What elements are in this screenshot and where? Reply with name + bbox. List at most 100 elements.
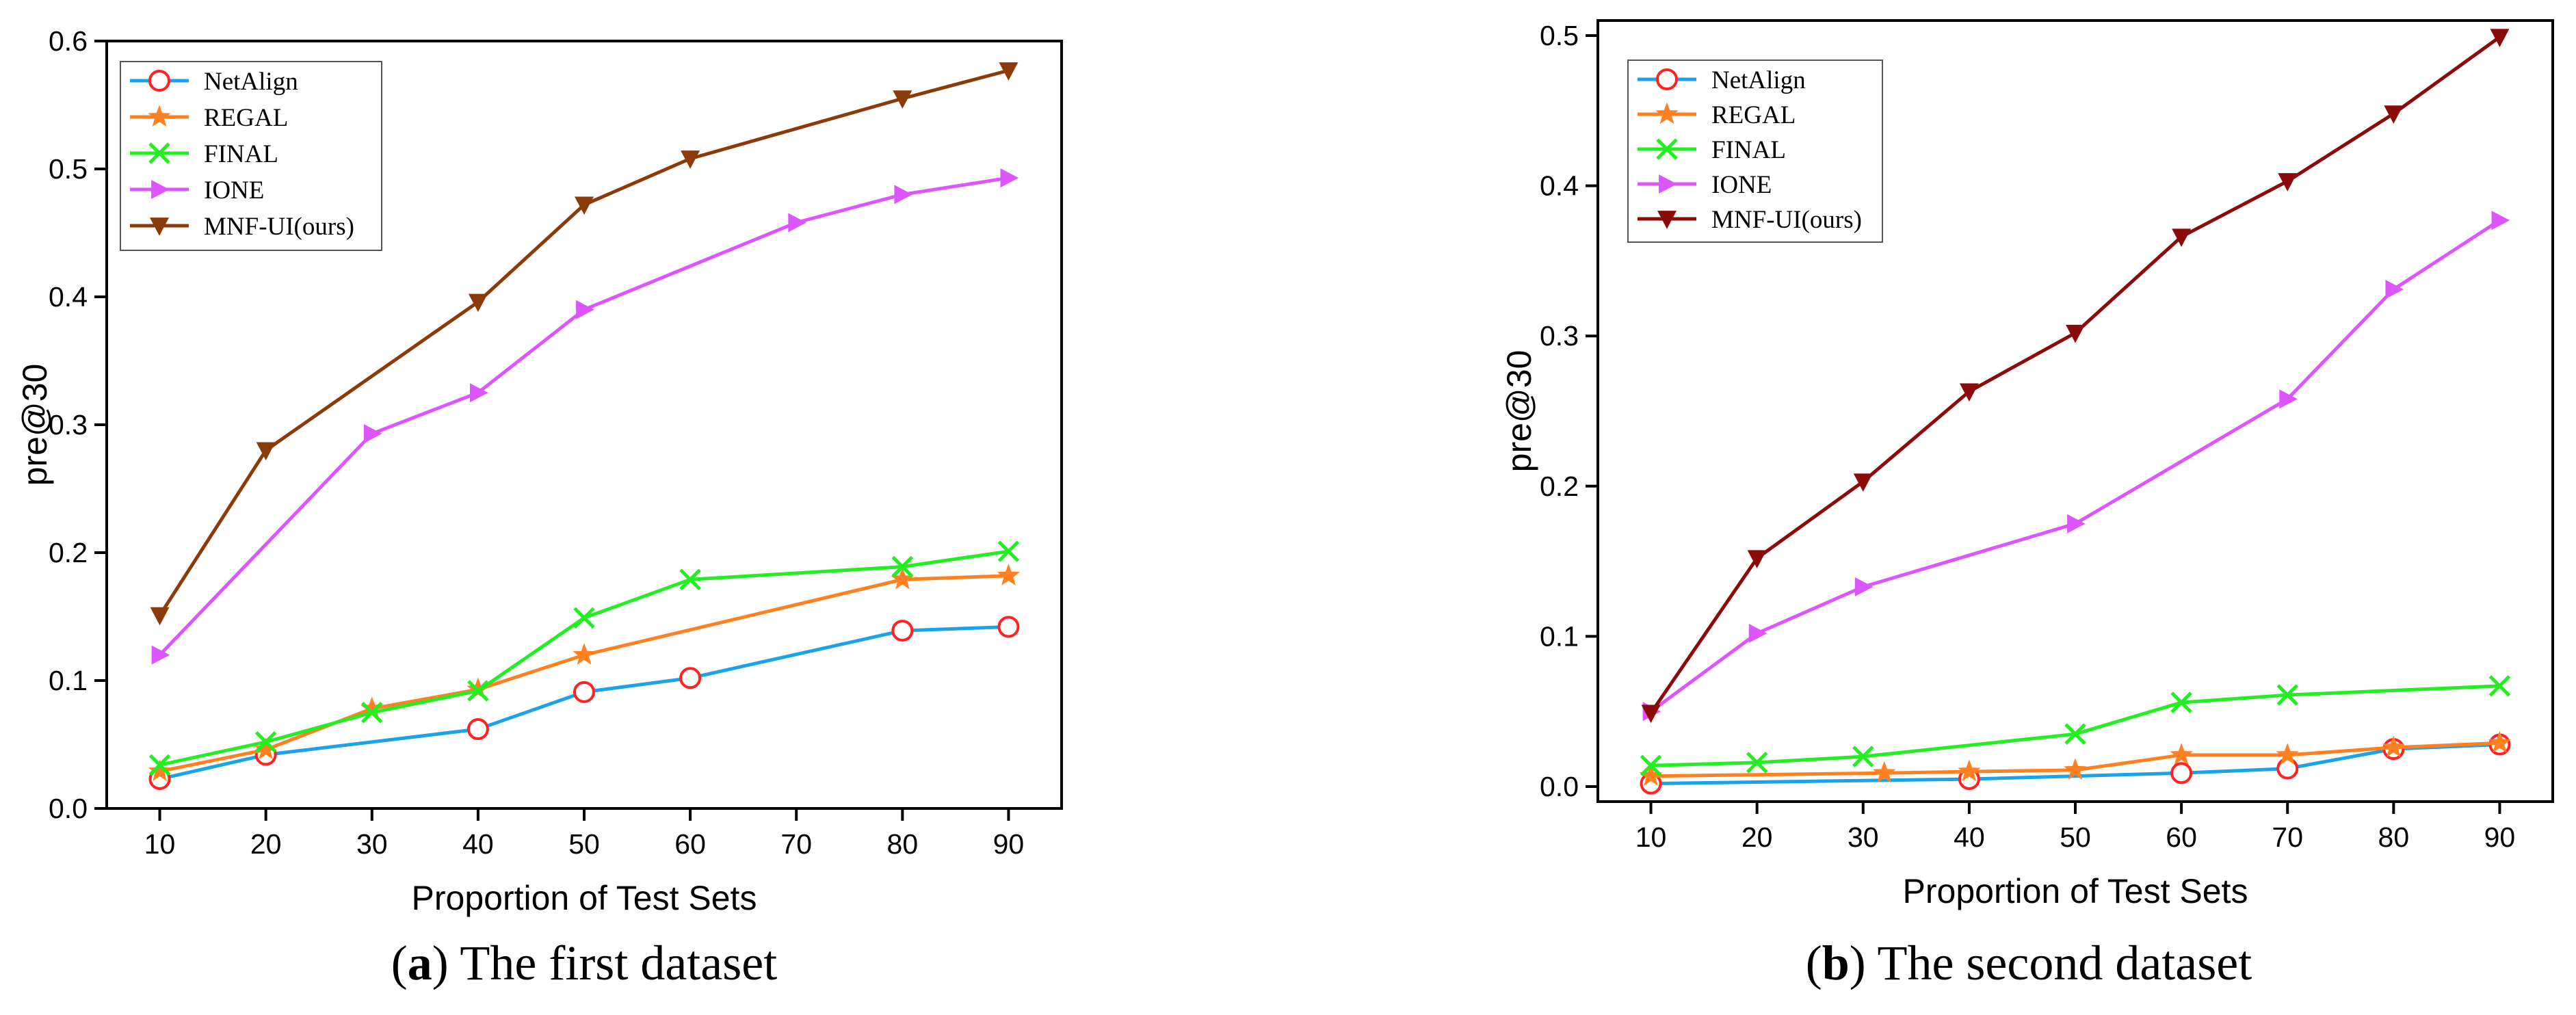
point-final-a-2 <box>361 701 383 724</box>
point-ione-a-1 <box>363 424 382 444</box>
point-netalign-a-4 <box>679 667 702 689</box>
legend-marker-regal-b <box>1655 102 1679 124</box>
point-regal-a-1 <box>254 737 278 760</box>
legend-label-ione-b: IONE <box>1711 171 1772 199</box>
x-tick-label-b-60: 60 <box>2166 821 2197 853</box>
x-axis-title-a: Proportion of Test Sets <box>412 879 757 917</box>
point-netalign-a-3 <box>573 681 595 703</box>
legend-items-b: NetAlign REGAL FINAL IONE MNF-UI(ours) <box>1638 66 1862 234</box>
point-ione-a-6 <box>1000 168 1019 188</box>
point-ione-b-1 <box>1748 624 1767 644</box>
point-final-a-6 <box>891 555 914 578</box>
x-tick-label-a-70: 70 <box>780 828 812 860</box>
point-netalign-a-5 <box>891 620 914 642</box>
point-mnf-ui-ours-a-3 <box>575 196 594 215</box>
legend-items-a: NetAlign REGAL FINAL IONE MNF-UI(ours) <box>130 68 354 241</box>
legend-label-final-b: FINAL <box>1711 136 1786 164</box>
point-mnf-ui-ours-a-4 <box>681 150 700 169</box>
caption-b-text: ) The second dataset <box>1850 936 2252 990</box>
point-mnf-ui-ours-a-2 <box>468 293 488 313</box>
point-final-a-4 <box>573 607 595 629</box>
x-tick-label-b-30: 30 <box>1848 821 1879 853</box>
point-mnf-ui-ours-b-7 <box>2384 105 2404 124</box>
point-regal-b-6 <box>2382 735 2405 758</box>
y-tick-label-b-5: 0.5 <box>1540 20 1579 51</box>
legend-a: NetAlign REGAL FINAL IONE MNF-UI(ours) <box>120 61 382 251</box>
point-final-a-1 <box>254 730 277 753</box>
point-netalign-b-2 <box>2170 762 2193 785</box>
legend-label-regal-a: REGAL <box>204 104 288 132</box>
y-axis-title-a: pre@30 <box>16 364 54 486</box>
legend-label-mnf-ui-ours-a: MNF-UI(ours) <box>204 213 354 241</box>
point-netalign-a-6 <box>997 616 1020 638</box>
legend-entry-netalign-b: NetAlign <box>1638 66 1806 94</box>
x-tick-label-b-80: 80 <box>2378 821 2410 853</box>
legend-marker-final-b <box>1656 138 1678 160</box>
point-ione-a-2 <box>469 383 488 403</box>
point-regal-b-5 <box>2276 743 2299 765</box>
point-mnf-ui-ours-a-1 <box>256 442 276 461</box>
legend-entry-final-a: FINAL <box>130 140 278 168</box>
legend-marker-netalign-a <box>148 70 170 92</box>
legend-marker-ione-b <box>1659 174 1677 194</box>
y-tick-label-b-0: 0.0 <box>1540 771 1579 802</box>
y-tick-label-a-4: 0.4 <box>49 281 88 313</box>
y-tick-label-a-6: 0.6 <box>49 25 88 57</box>
legend-entry-ione-b: IONE <box>1638 171 1772 199</box>
point-mnf-ui-ours-b-8 <box>2490 29 2510 47</box>
point-ione-b-4 <box>2279 389 2298 409</box>
point-mnf-ui-ours-b-2 <box>1853 473 1873 492</box>
y-tick-label-b-4: 0.4 <box>1540 170 1579 202</box>
caption-a: (a) The first dataset <box>391 936 777 990</box>
point-regal-a-6 <box>997 564 1021 585</box>
point-netalign-a-2 <box>466 718 489 741</box>
legend-entry-netalign-a: NetAlign <box>130 68 298 96</box>
x-tick-label-a-30: 30 <box>356 828 388 860</box>
caption-b: (b) The second dataset <box>1806 936 2252 990</box>
point-regal-b-1 <box>1873 761 1896 783</box>
caption-a-letter: a <box>408 936 432 990</box>
series-final-b <box>1640 675 2511 777</box>
series-line-regal-b <box>1651 741 2500 778</box>
x-tick-label-a-10: 10 <box>144 828 176 860</box>
point-final-a-7 <box>997 540 1020 562</box>
series-group-b <box>1639 29 2512 795</box>
x-tick-label-b-90: 90 <box>2484 821 2516 853</box>
point-mnf-ui-ours-a-5 <box>893 90 912 109</box>
point-final-b-1 <box>1746 752 1768 774</box>
caption-b-letter: b <box>1822 936 1850 990</box>
point-regal-b-3 <box>2064 758 2087 780</box>
x-tick-label-a-90: 90 <box>993 828 1025 860</box>
series-regal-a <box>148 564 1021 781</box>
point-netalign-b-3 <box>2276 757 2299 780</box>
series-line-ione-b <box>1650 219 2501 713</box>
point-ione-b-5 <box>2385 280 2404 300</box>
y-tick-label-a-3: 0.3 <box>49 409 88 440</box>
point-final-a-0 <box>148 754 171 776</box>
legend-marker-mnf-ui-ours-b <box>1657 211 1677 229</box>
panel-b: 10 20 30 40 50 60 70 80 90 0.0 0.1 0.2 0.3 0.4 0.5 Pro… <box>1500 19 2554 990</box>
series-line-regal-a <box>159 574 1009 774</box>
x-tick-label-a-80: 80 <box>887 828 919 860</box>
series-ione-a <box>151 168 1019 665</box>
series-mnf-ui-ours-b <box>1641 29 2510 724</box>
point-regal-a-5 <box>891 567 914 590</box>
ticks-b: 10 20 30 40 50 60 70 80 90 0.0 0.1 0.2 0.3 0.4 0.5 <box>1540 20 2515 853</box>
y-tick-label-a-1: 0.1 <box>49 665 88 696</box>
caption-a-open: ( <box>391 936 408 990</box>
caption-a-text: ) The first dataset <box>432 936 778 990</box>
point-final-b-2 <box>1852 746 1874 767</box>
legend-marker-regal-a <box>148 105 171 127</box>
point-ione-b-6 <box>2491 211 2510 230</box>
caption-b-open: ( <box>1806 936 1822 990</box>
legend-entry-regal-b: REGAL <box>1638 101 1796 129</box>
legend-label-ione-a: IONE <box>204 176 264 205</box>
point-regal-b-7 <box>2488 730 2512 753</box>
x-tick-label-a-20: 20 <box>250 828 282 860</box>
point-mnf-ui-ours-b-3 <box>1959 383 1979 402</box>
point-mnf-ui-ours-b-6 <box>2278 173 2298 192</box>
series-netalign-a <box>148 616 1020 790</box>
legend-label-final-a: FINAL <box>204 140 278 168</box>
x-tick-label-a-60: 60 <box>674 828 706 860</box>
point-final-a-3 <box>467 680 489 702</box>
